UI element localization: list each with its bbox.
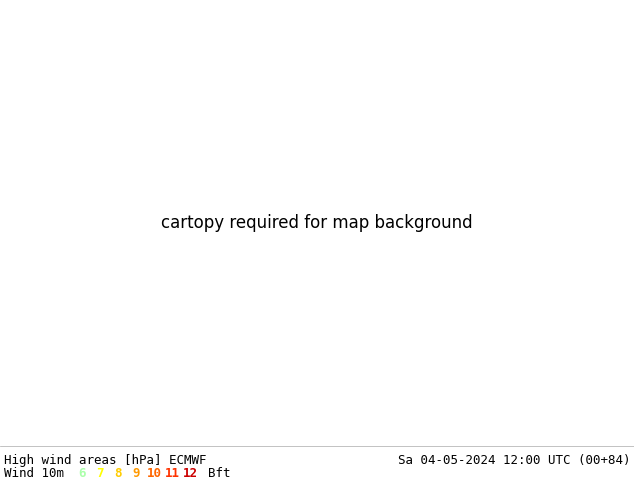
Text: High wind areas [hPa] ECMWF: High wind areas [hPa] ECMWF xyxy=(4,454,207,467)
Text: 8: 8 xyxy=(114,467,122,481)
Text: cartopy required for map background: cartopy required for map background xyxy=(161,214,473,232)
Text: Wind 10m: Wind 10m xyxy=(4,467,64,481)
Text: Bft: Bft xyxy=(208,467,231,481)
Text: 9: 9 xyxy=(133,467,139,481)
Text: 12: 12 xyxy=(183,467,198,481)
Text: 6: 6 xyxy=(78,467,86,481)
Text: Sa 04-05-2024 12:00 UTC (00+84): Sa 04-05-2024 12:00 UTC (00+84) xyxy=(398,454,630,467)
Text: 10: 10 xyxy=(146,467,162,481)
Text: 7: 7 xyxy=(96,467,104,481)
Text: 11: 11 xyxy=(164,467,179,481)
